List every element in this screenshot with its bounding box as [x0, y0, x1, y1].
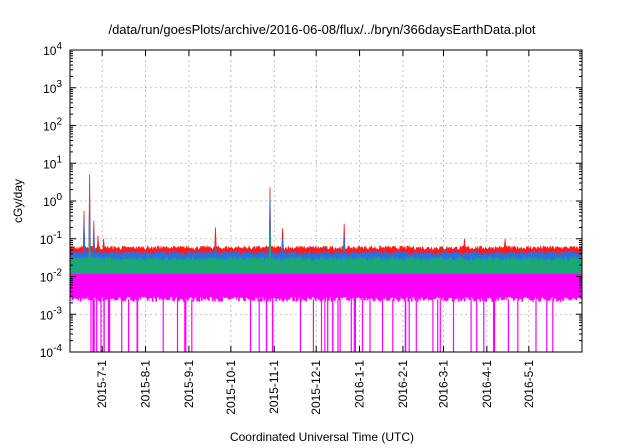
- x-tick-label: 2016-4-1: [480, 360, 494, 408]
- y-tick-label: 10-1: [40, 230, 63, 247]
- series-magenta-dropouts: [90, 299, 554, 352]
- x-tick-label: 2015-9-1: [182, 360, 196, 408]
- x-axis: 2015-7-1 2015-8-1 2015-9-1 2015-10-1 2015-11…: [95, 50, 536, 415]
- y-tick-label: 10-2: [40, 268, 63, 285]
- y-tick-label: 101: [43, 154, 62, 171]
- y-tick-label: 10-3: [40, 305, 63, 322]
- x-tick-label: 2015-12-1: [309, 360, 323, 415]
- chart-title: /data/run/goesPlots/archive/2016-06-08/f…: [108, 22, 535, 37]
- series-green: [69, 223, 583, 274]
- x-tick-label: 2015-7-1: [95, 360, 109, 408]
- y-tick-label: 10-4: [40, 343, 63, 360]
- x-tick-label: 2016-1-1: [353, 360, 367, 408]
- x-tick-label: 2016-3-1: [437, 360, 451, 408]
- y-axis: 10-4 10-3 10-2 10-1 100 101 102 103 104: [40, 41, 582, 360]
- x-tick-label: 2015-8-1: [139, 360, 153, 408]
- y-axis-label: cGy/day: [11, 179, 25, 223]
- x-tick-label: 2015-10-1: [224, 360, 238, 415]
- series-magenta-band: [70, 259, 582, 302]
- plot-area: [69, 174, 583, 352]
- x-axis-label: Coordinated Universal Time (UTC): [230, 430, 414, 444]
- gridlines: [70, 49, 582, 353]
- y-tick-label: 104: [43, 41, 62, 58]
- x-tick-label: 2016-2-1: [396, 360, 410, 408]
- x-tick-label: 2016-5-1: [522, 360, 536, 408]
- series-red: [69, 174, 583, 266]
- y-tick-label: 100: [43, 192, 62, 209]
- y-tick-label: 103: [43, 79, 62, 96]
- x-tick-label: 2015-11-1: [267, 360, 281, 414]
- y-tick-label: 102: [43, 117, 62, 134]
